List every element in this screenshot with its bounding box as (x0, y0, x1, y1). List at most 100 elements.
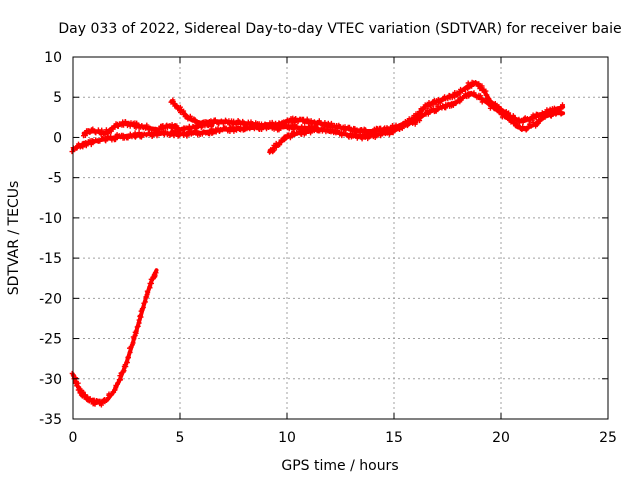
data-point (427, 109, 432, 115)
y-tick-label: -5 (48, 171, 62, 187)
data-point (308, 118, 314, 124)
data-point (294, 123, 300, 129)
y-tick-label: -10 (39, 211, 62, 227)
axis-ticks: 0 5 10 15 20 25 10 5 0 -5 -10 -15 -20 -25 -30 -35 (39, 50, 617, 446)
data-point (422, 110, 428, 116)
series-track-main-high (81, 79, 566, 139)
data-point (244, 122, 250, 128)
x-tick-label: 20 (492, 430, 510, 446)
data-point (322, 120, 328, 125)
data-point (506, 110, 512, 116)
data-point (87, 396, 93, 402)
grid-lines (73, 57, 608, 419)
y-tick-label: -15 (39, 251, 62, 267)
data-point (102, 132, 108, 138)
series-layer (69, 79, 566, 408)
data-point (142, 299, 148, 305)
data-point (352, 132, 358, 138)
data-point (347, 124, 352, 130)
data-point (137, 313, 143, 318)
data-point (115, 123, 121, 129)
data-point (134, 324, 140, 330)
data-point (112, 124, 118, 130)
y-tick-label: -25 (39, 332, 62, 348)
data-point (332, 125, 338, 131)
data-point (123, 119, 128, 125)
data-point (413, 120, 419, 125)
data-point (170, 99, 176, 105)
data-point (121, 368, 127, 374)
data-point (136, 130, 142, 136)
data-point (271, 147, 277, 153)
data-point (185, 116, 191, 122)
data-point (427, 103, 433, 109)
data-point (208, 124, 214, 130)
data-point (558, 105, 564, 111)
data-point (487, 98, 493, 104)
x-tick-label: 5 (176, 430, 185, 446)
data-point (300, 117, 306, 123)
data-point (127, 349, 133, 355)
chart-title: Day 033 of 2022, Sidereal Day-to-day VTE… (58, 21, 621, 37)
data-point (177, 104, 183, 110)
data-point (272, 124, 278, 130)
data-point (308, 130, 314, 136)
series-track-branch-9h (267, 125, 322, 155)
y-tick-label: -35 (39, 412, 62, 428)
data-point (90, 126, 96, 132)
plot-area-frame (72, 56, 609, 420)
y-tick-label: 10 (44, 50, 62, 66)
data-point (417, 118, 423, 124)
data-point (130, 340, 136, 346)
data-point (277, 141, 283, 147)
data-point (420, 107, 426, 112)
x-tick-label: 0 (69, 430, 78, 446)
data-point (511, 114, 516, 119)
data-point (356, 129, 362, 135)
data-point (82, 133, 88, 138)
data-point (490, 101, 496, 107)
data-point (548, 113, 554, 119)
data-point (560, 102, 565, 108)
data-point (218, 118, 224, 124)
y-tick-label: 0 (53, 130, 62, 146)
data-point (140, 305, 146, 311)
data-point (250, 123, 256, 129)
y-axis-label: SDTVAR / TECUs (6, 181, 22, 296)
x-tick-label: 10 (278, 430, 296, 446)
y-tick-label: -20 (39, 291, 62, 307)
data-point (156, 126, 162, 132)
data-point (530, 117, 536, 123)
data-point (178, 109, 183, 115)
series-line (71, 268, 159, 405)
data-point (80, 389, 86, 395)
data-point (410, 117, 416, 122)
x-tick-label: 25 (599, 430, 617, 446)
data-point (425, 104, 431, 110)
data-point (99, 127, 105, 133)
data-point (117, 377, 123, 383)
data-point (286, 132, 291, 138)
data-point (362, 134, 367, 140)
data-point (124, 359, 130, 365)
series-track-branch-5h (168, 97, 215, 130)
data-point (559, 110, 565, 116)
data-point (147, 285, 153, 291)
data-point (123, 364, 129, 370)
data-point (295, 119, 301, 125)
data-point (133, 328, 139, 334)
data-point (316, 118, 322, 124)
data-point (493, 105, 499, 110)
y-tick-label: 5 (53, 90, 62, 106)
data-point (120, 122, 126, 128)
data-point (297, 128, 303, 134)
data-point (152, 270, 158, 276)
data-point (233, 120, 239, 126)
data-point (115, 381, 120, 387)
x-axis-label: GPS time / hours (281, 458, 398, 474)
series-track-lower-arc (69, 268, 159, 408)
data-point (69, 149, 75, 155)
data-point (413, 111, 419, 117)
data-point (215, 125, 221, 131)
